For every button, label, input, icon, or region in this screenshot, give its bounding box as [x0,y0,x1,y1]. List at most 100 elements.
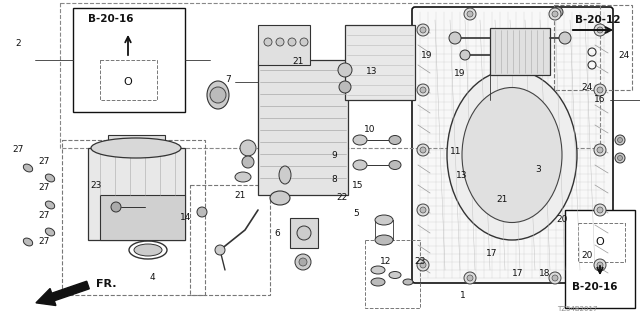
Circle shape [597,262,603,268]
Circle shape [618,138,623,142]
Text: 22: 22 [337,194,348,203]
Circle shape [417,24,429,36]
Circle shape [338,63,352,77]
Bar [60,3,600,148]
Circle shape [240,140,256,156]
Ellipse shape [207,81,229,109]
Circle shape [449,32,461,44]
Text: 27: 27 [38,183,50,193]
Circle shape [464,272,476,284]
Ellipse shape [375,215,393,225]
Text: 17: 17 [512,269,524,278]
Circle shape [552,11,558,17]
Text: 6: 6 [274,229,280,238]
Ellipse shape [371,278,385,286]
Ellipse shape [353,135,367,145]
Text: 11: 11 [451,148,461,156]
Bar [100,195,185,240]
Bar [258,60,348,195]
Circle shape [549,8,561,20]
Bar [490,28,550,75]
Circle shape [339,81,351,93]
Circle shape [417,259,429,271]
Ellipse shape [45,174,54,182]
Bar [190,185,270,295]
Text: 27: 27 [38,211,50,220]
Text: 14: 14 [180,213,192,222]
Circle shape [295,254,311,270]
Bar [100,60,157,100]
Ellipse shape [23,164,33,172]
Circle shape [197,207,207,217]
Circle shape [552,275,558,281]
Text: B-20-12: B-20-12 [575,15,621,25]
Circle shape [288,38,296,46]
FancyBboxPatch shape [412,7,613,283]
Ellipse shape [23,238,33,246]
Circle shape [297,226,311,240]
Text: 10: 10 [364,125,376,134]
Circle shape [467,275,473,281]
Circle shape [594,84,606,96]
Bar [258,25,310,65]
Text: 1: 1 [460,291,466,300]
Ellipse shape [462,87,562,222]
Circle shape [549,272,561,284]
Text: 24: 24 [618,51,630,60]
FancyArrow shape [36,281,90,306]
Text: 2: 2 [15,39,21,49]
Text: FR.: FR. [96,279,116,289]
Text: 13: 13 [366,68,378,76]
Circle shape [594,204,606,216]
Text: 20: 20 [581,251,593,260]
Text: 27: 27 [38,237,50,246]
Ellipse shape [279,166,291,184]
Circle shape [300,38,308,46]
Bar [62,140,205,295]
Text: O: O [124,77,132,87]
Text: 4: 4 [149,274,155,283]
Bar [578,223,625,262]
Text: 3: 3 [535,165,541,174]
Circle shape [615,153,625,163]
Circle shape [111,202,121,212]
Bar [73,8,185,112]
Text: 23: 23 [414,258,426,267]
Circle shape [210,87,226,103]
Circle shape [615,135,625,145]
Circle shape [594,24,606,36]
Circle shape [553,7,563,17]
Text: 7: 7 [225,75,231,84]
Circle shape [276,38,284,46]
Circle shape [594,144,606,156]
Ellipse shape [45,228,54,236]
Circle shape [417,84,429,96]
Ellipse shape [45,201,54,209]
Ellipse shape [375,235,393,245]
Text: 15: 15 [352,180,364,189]
Circle shape [420,262,426,268]
Bar [108,135,165,155]
Circle shape [420,27,426,33]
Text: 21: 21 [234,191,246,201]
Text: 19: 19 [454,68,466,77]
Circle shape [264,38,272,46]
Text: 8: 8 [331,174,337,183]
Text: 27: 27 [12,146,24,155]
Bar [565,210,635,308]
Circle shape [215,245,225,255]
Ellipse shape [389,161,401,170]
Circle shape [417,204,429,216]
Circle shape [420,87,426,93]
Ellipse shape [403,279,413,285]
Circle shape [559,32,571,44]
Circle shape [594,259,606,271]
Circle shape [618,156,623,161]
Text: 24: 24 [581,84,593,92]
Circle shape [597,27,603,33]
Bar [554,5,632,90]
Circle shape [417,144,429,156]
Text: 21: 21 [496,196,508,204]
Circle shape [464,8,476,20]
Bar [365,240,420,308]
